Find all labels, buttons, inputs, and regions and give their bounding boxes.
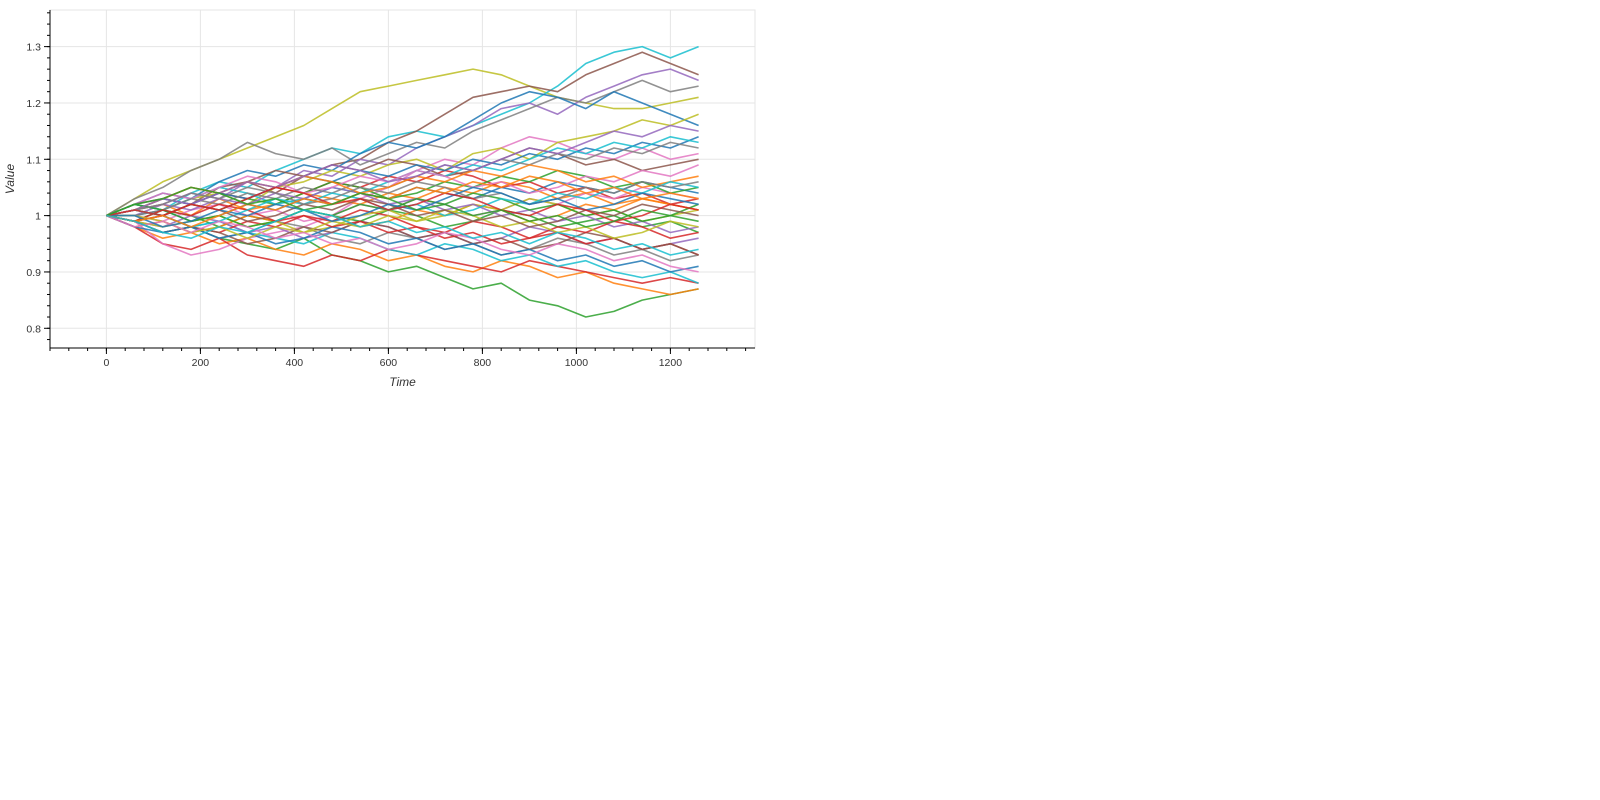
x-tick-label: 0 — [103, 357, 109, 369]
x-tick-label: 800 — [474, 357, 492, 369]
grid — [49, 9, 756, 349]
y-tick-label: 0.9 — [26, 267, 41, 279]
series-line-11 — [106, 113, 699, 217]
y-tick-label: 1.1 — [26, 154, 41, 166]
series-line-30 — [106, 214, 699, 273]
series-line-7 — [106, 214, 699, 296]
x-tick-label: 400 — [286, 357, 304, 369]
series-line-33 — [106, 203, 699, 245]
series-lines — [105, 45, 699, 318]
y-axis-title: Value — [3, 164, 17, 195]
series-line-36 — [106, 124, 699, 217]
x-tick-label: 1000 — [565, 357, 589, 369]
series-line-41 — [106, 186, 699, 223]
y-tick-label: 1 — [35, 211, 41, 223]
series-line-42 — [106, 175, 699, 228]
series-line-43 — [106, 186, 699, 228]
series-line-38 — [106, 214, 699, 273]
y-tick-label: 1.3 — [26, 42, 41, 54]
axes — [49, 10, 755, 349]
series-line-4 — [105, 79, 699, 217]
series-line-1 — [106, 45, 699, 217]
series-line-44 — [106, 209, 699, 256]
x-tick-label: 200 — [192, 357, 210, 369]
x-tick-label: 1200 — [659, 357, 683, 369]
series-line-35 — [106, 209, 699, 239]
series-line-26 — [106, 186, 699, 234]
x-axis-title: Time — [389, 375, 416, 389]
x-tick-label: 600 — [380, 357, 398, 369]
ticks: 0 200 400 600 800 1000 1200 0.8 0.9 1 1.1 1.2 1.3 — [26, 12, 747, 369]
y-tick-label: 1.2 — [26, 98, 41, 110]
y-tick-label: 0.8 — [26, 323, 41, 335]
